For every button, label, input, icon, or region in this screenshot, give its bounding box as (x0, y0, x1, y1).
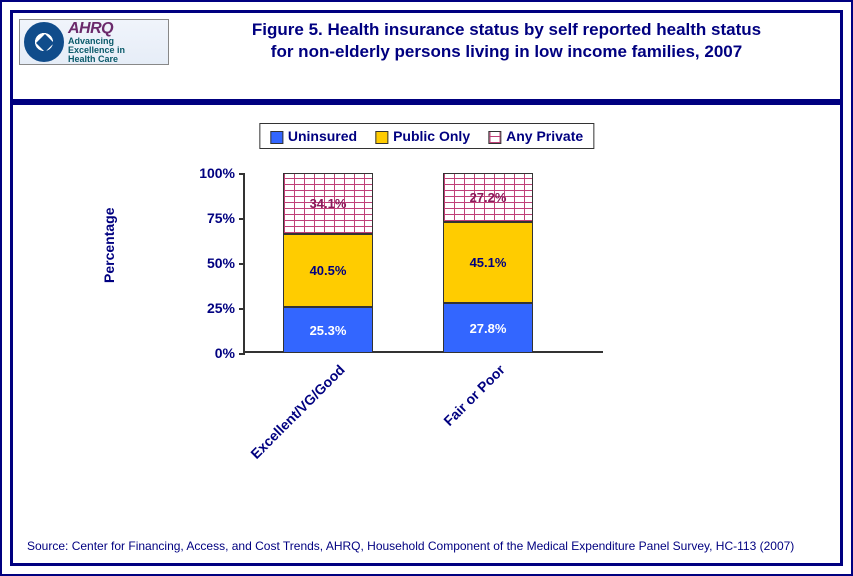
legend-swatch-private (488, 131, 501, 144)
chart-legend: Uninsured Public Only Any Private (259, 123, 594, 149)
legend-swatch-public (375, 131, 388, 144)
hhs-seal-icon (24, 22, 64, 62)
x-tick-label: Excellent/VG/Good (242, 356, 348, 462)
bar-group: 27.8%45.1%27.2%Fair or Poor (443, 173, 533, 353)
chart-plot-area: 0%25%50%75%100%25.3%40.5%34.1%Excellent/… (243, 173, 603, 353)
legend-label-private: Any Private (506, 128, 583, 144)
source-citation: Source: Center for Financing, Access, an… (27, 539, 826, 553)
legend-swatch-uninsured (270, 131, 283, 144)
logo-text: AHRQ Advancing Excellence in Health Care (68, 21, 125, 64)
title-line-2: for non-elderly persons living in low in… (183, 41, 830, 63)
y-tick: 75% (183, 210, 243, 226)
bar-segment: 45.1% (443, 222, 533, 303)
bar-segment: 40.5% (283, 234, 373, 307)
x-tick-label: Fair or Poor (435, 356, 508, 429)
legend-label-uninsured: Uninsured (288, 128, 357, 144)
bar-group: 25.3%40.5%34.1%Excellent/VG/Good (283, 173, 373, 353)
y-tick: 0% (183, 345, 243, 361)
y-tick: 100% (183, 165, 243, 181)
logo-tagline-3: Health Care (68, 55, 125, 64)
y-tick: 50% (183, 255, 243, 271)
legend-item-private: Any Private (488, 128, 583, 144)
legend-item-uninsured: Uninsured (270, 128, 357, 144)
y-axis-label: Percentage (101, 208, 117, 283)
legend-item-public: Public Only (375, 128, 470, 144)
header: AHRQ Advancing Excellence in Health Care… (13, 13, 840, 83)
figure-outer-frame: AHRQ Advancing Excellence in Health Care… (0, 0, 853, 576)
y-tick: 25% (183, 300, 243, 316)
bar-segment: 27.2% (443, 173, 533, 222)
bar-segment: 27.8% (443, 303, 533, 353)
logo-brand: AHRQ (68, 21, 125, 37)
bar-segment: 25.3% (283, 307, 373, 353)
bar-segment: 34.1% (283, 173, 373, 234)
title-line-1: Figure 5. Health insurance status by sel… (183, 19, 830, 41)
header-divider (13, 99, 840, 105)
legend-label-public: Public Only (393, 128, 470, 144)
ahrq-logo: AHRQ Advancing Excellence in Health Care (19, 19, 169, 65)
figure-inner-frame: AHRQ Advancing Excellence in Health Care… (10, 10, 843, 566)
figure-title: Figure 5. Health insurance status by sel… (183, 19, 830, 63)
